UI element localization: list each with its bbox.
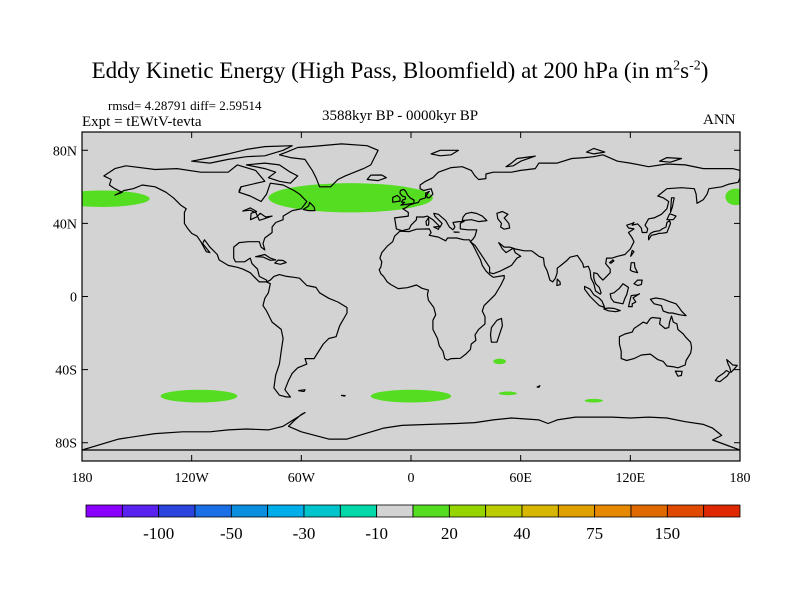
anomaly-region-indian-ocean-patch-2: [498, 391, 518, 396]
lon-tick-label: 0: [408, 471, 415, 486]
colorbar-label: 20: [441, 524, 458, 543]
coastline-africa: [378, 228, 505, 361]
lat-tick-label: 0: [70, 291, 77, 306]
colorbar-box: [376, 504, 414, 518]
lat-tick-label: 80S: [55, 437, 77, 452]
colorbar-box: [630, 504, 668, 518]
colorbar-label: 75: [586, 524, 603, 543]
coastline-baffin: [245, 162, 299, 184]
colorbar-box: [703, 504, 741, 518]
colorbar-box: [121, 504, 160, 518]
rmsd-diff-stats: rmsd= 4.28791 diff= 2.59514: [108, 98, 262, 113]
lat-tick-label: 80N: [53, 144, 77, 159]
anomaly-region-north-atlantic: [268, 183, 433, 213]
coastline-hainan: [608, 259, 615, 264]
coastline-severnaya: [585, 147, 606, 155]
colorbar-box: [158, 504, 196, 518]
coastline-ireland: [392, 194, 401, 203]
coastline-madagascar: [489, 317, 503, 343]
coastline-hispaniola: [274, 259, 287, 265]
coastline-philippines-luzon: [629, 262, 639, 274]
lon-tick-label: 120E: [616, 471, 646, 486]
plot-title: Eddy Kinetic Energy (High Pass, Bloomfie…: [91, 58, 709, 83]
coastline-taiwan: [630, 249, 635, 257]
colorbar-label: -50: [220, 524, 243, 543]
colorbar-label: -30: [293, 524, 316, 543]
colorbar-box: [339, 504, 378, 518]
colorbar-box: [666, 504, 705, 518]
colorbar-box: [194, 504, 232, 518]
coastline-caspian: [496, 210, 511, 230]
coastline-philippines-mindanao: [633, 279, 643, 287]
colorbar-box: [267, 504, 305, 518]
coastline-great-lakes: [242, 207, 273, 221]
colorbar-box: [521, 504, 559, 518]
coastline-japan: [648, 220, 672, 241]
colorbar-box: [303, 504, 341, 518]
coastline-hokkaido: [666, 213, 677, 221]
coastline-falklands: [298, 389, 306, 393]
coastline-uk: [399, 188, 415, 206]
coastline-kerguelen: [536, 385, 541, 388]
anomaly-region-south-atlantic: [370, 389, 452, 403]
colorbar-box: [230, 504, 269, 518]
coastline-java: [603, 307, 621, 313]
lat-tick-label: 40S: [55, 364, 77, 379]
coastline-cuba: [255, 253, 277, 261]
coastline-eurasia: [394, 154, 740, 295]
lon-tick-label: 120W: [175, 471, 210, 486]
lon-tick-label: 180: [730, 471, 751, 486]
anomaly-region-north-pacific-west: [82, 190, 150, 207]
lat-tick-label: 40N: [53, 217, 77, 232]
coastline-svalbard: [430, 149, 460, 157]
time-period-label: 3588kyr BP - 0000kyr BP: [321, 108, 479, 124]
coastline-new-zealand-south: [714, 369, 731, 383]
coastline-sumatra: [584, 285, 606, 309]
coastline-corsica-sardinia: [425, 217, 430, 226]
coastline-novaya-zemlya: [505, 155, 536, 168]
lon-tick-label: 60W: [288, 471, 316, 486]
colorbar-box: [412, 504, 450, 518]
coastline-south-america: [262, 274, 348, 398]
coastline-australia: [618, 315, 693, 369]
colorbar-box: [485, 504, 523, 518]
coastline-antarctica: [82, 412, 740, 451]
season-label: ANN: [703, 112, 736, 128]
map-background: [82, 132, 740, 461]
coastline-greenland: [278, 143, 379, 188]
lon-tick-label: 60E: [509, 471, 532, 486]
colorbar-label: -100: [143, 524, 174, 543]
colorbar-label: 150: [655, 524, 681, 543]
colorbar-box: [448, 504, 487, 518]
coastline-sicily: [433, 225, 441, 230]
coastline-sri-lanka: [556, 278, 561, 287]
coastline-new-zealand-north: [726, 359, 738, 373]
coastline-new-guinea: [649, 297, 687, 317]
coastline-hudson-bay-shore: [238, 186, 242, 193]
experiment-label: Expt = tEWtV-tevta: [82, 114, 202, 130]
coastline-south-georgia: [340, 394, 346, 397]
colorbar-box: [594, 504, 632, 518]
coastline-borneo: [609, 283, 630, 305]
coastline-new-siberian: [659, 157, 683, 163]
coastline-sakhalin: [669, 197, 675, 213]
coastline-sulawesi: [627, 293, 641, 308]
coastline-arctic-islands: [191, 145, 293, 164]
lon-tick-label: 180: [72, 471, 93, 486]
colorbar-label: -10: [365, 524, 388, 543]
anomaly-region-north-pacific-east: [725, 188, 740, 206]
colorbar-box: [557, 504, 596, 518]
colorbar-label: 40: [514, 524, 531, 543]
anomaly-region-indian-ocean-patch-1: [493, 358, 507, 365]
colorbar-box: [85, 504, 123, 518]
coastline-tasmania: [674, 370, 683, 377]
coastline-newfoundland: [302, 201, 316, 212]
coastline-north-america: [103, 164, 308, 283]
coastline-black-sea: [461, 211, 488, 223]
coastline-iceland: [366, 174, 387, 182]
anomaly-region-south-pacific: [160, 389, 238, 403]
anomaly-region-indian-ocean-patch-3: [584, 398, 603, 403]
